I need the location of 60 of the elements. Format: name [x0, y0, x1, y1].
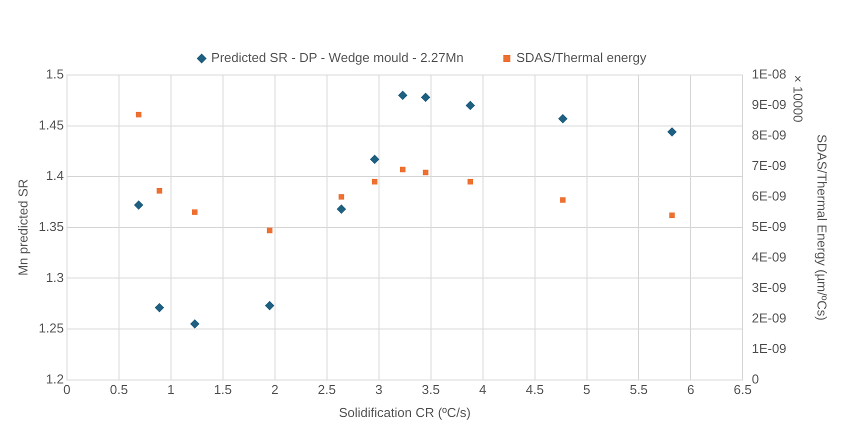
y-tick-label: 1.35: [38, 218, 64, 234]
point: [265, 301, 274, 310]
y2-tick-label: 4E-09: [752, 249, 786, 264]
point: [190, 319, 200, 328]
y2-axis-title: SDAS/Thermal Energy (µm/ºCs): [814, 134, 830, 321]
point: [400, 166, 406, 172]
point: [422, 170, 428, 176]
y2-tick-label: 0: [752, 371, 759, 386]
point: [669, 212, 675, 218]
y2-tick-label: 9E-09: [752, 97, 786, 112]
y-tick-label: 1.3: [46, 270, 64, 285]
y-tick-label: 1.4: [46, 168, 64, 184]
y2-tick-label: 1E-09: [752, 340, 786, 356]
y2-tick-label: 7E-09: [752, 158, 786, 174]
x-tick-label: 4: [479, 382, 486, 398]
x-tick-label: 1.5: [214, 382, 232, 398]
y2-tick-label: 6E-09: [752, 188, 786, 204]
point: [336, 204, 346, 214]
y-tick-label: 1.45: [38, 117, 64, 132]
point: [338, 194, 344, 200]
point: [668, 127, 677, 136]
x-tick-label: 2.5: [318, 382, 336, 398]
x-tick-label: 4.5: [526, 382, 544, 398]
point: [136, 112, 142, 118]
point: [468, 178, 474, 184]
y2-tick-label: 8E-09: [752, 128, 786, 143]
point: [372, 178, 378, 184]
y2-tick-label: 3E-09: [752, 280, 786, 295]
point: [156, 188, 162, 194]
x-tick-label: 0: [63, 382, 71, 398]
x-tick-label: 2: [271, 382, 278, 398]
x-tick-label: 6.5: [734, 382, 752, 398]
y-tick-label: 1.5: [46, 66, 64, 82]
point: [560, 197, 566, 203]
y-tick-label: 1.2: [46, 371, 64, 386]
x-tick-label: 0.5: [110, 382, 128, 398]
point: [558, 114, 568, 124]
y2-tick-label: 5E-09: [752, 218, 786, 234]
point: [154, 303, 164, 312]
legend-label: Predicted SR - DP - Wedge mould - 2.27Mn: [211, 50, 464, 66]
point: [370, 154, 380, 164]
x-axis-title: Solidification CR (ºC/s): [338, 404, 471, 420]
x-tick-label: 6: [687, 382, 694, 398]
y2-tick-label: 2E-09: [752, 310, 786, 326]
point: [421, 92, 430, 102]
x-tick-label: 3.5: [422, 382, 440, 398]
text: × 10000: [790, 75, 806, 122]
point: [466, 100, 475, 110]
x-tick-label: 1: [167, 382, 174, 398]
y-axis-title: Mn predicted SR: [15, 178, 30, 276]
point: [398, 90, 408, 100]
point: [266, 228, 272, 234]
x-tick-label: 5.5: [630, 382, 648, 398]
y2-tick-label: 1E-08: [752, 66, 786, 82]
legend-label: SDAS/Thermal energy: [516, 50, 647, 66]
y-tick-label: 1.25: [38, 320, 64, 336]
x-tick-label: 5: [583, 382, 590, 398]
point: [192, 209, 198, 215]
point: [134, 200, 144, 210]
x-tick-label: 3: [375, 382, 382, 398]
